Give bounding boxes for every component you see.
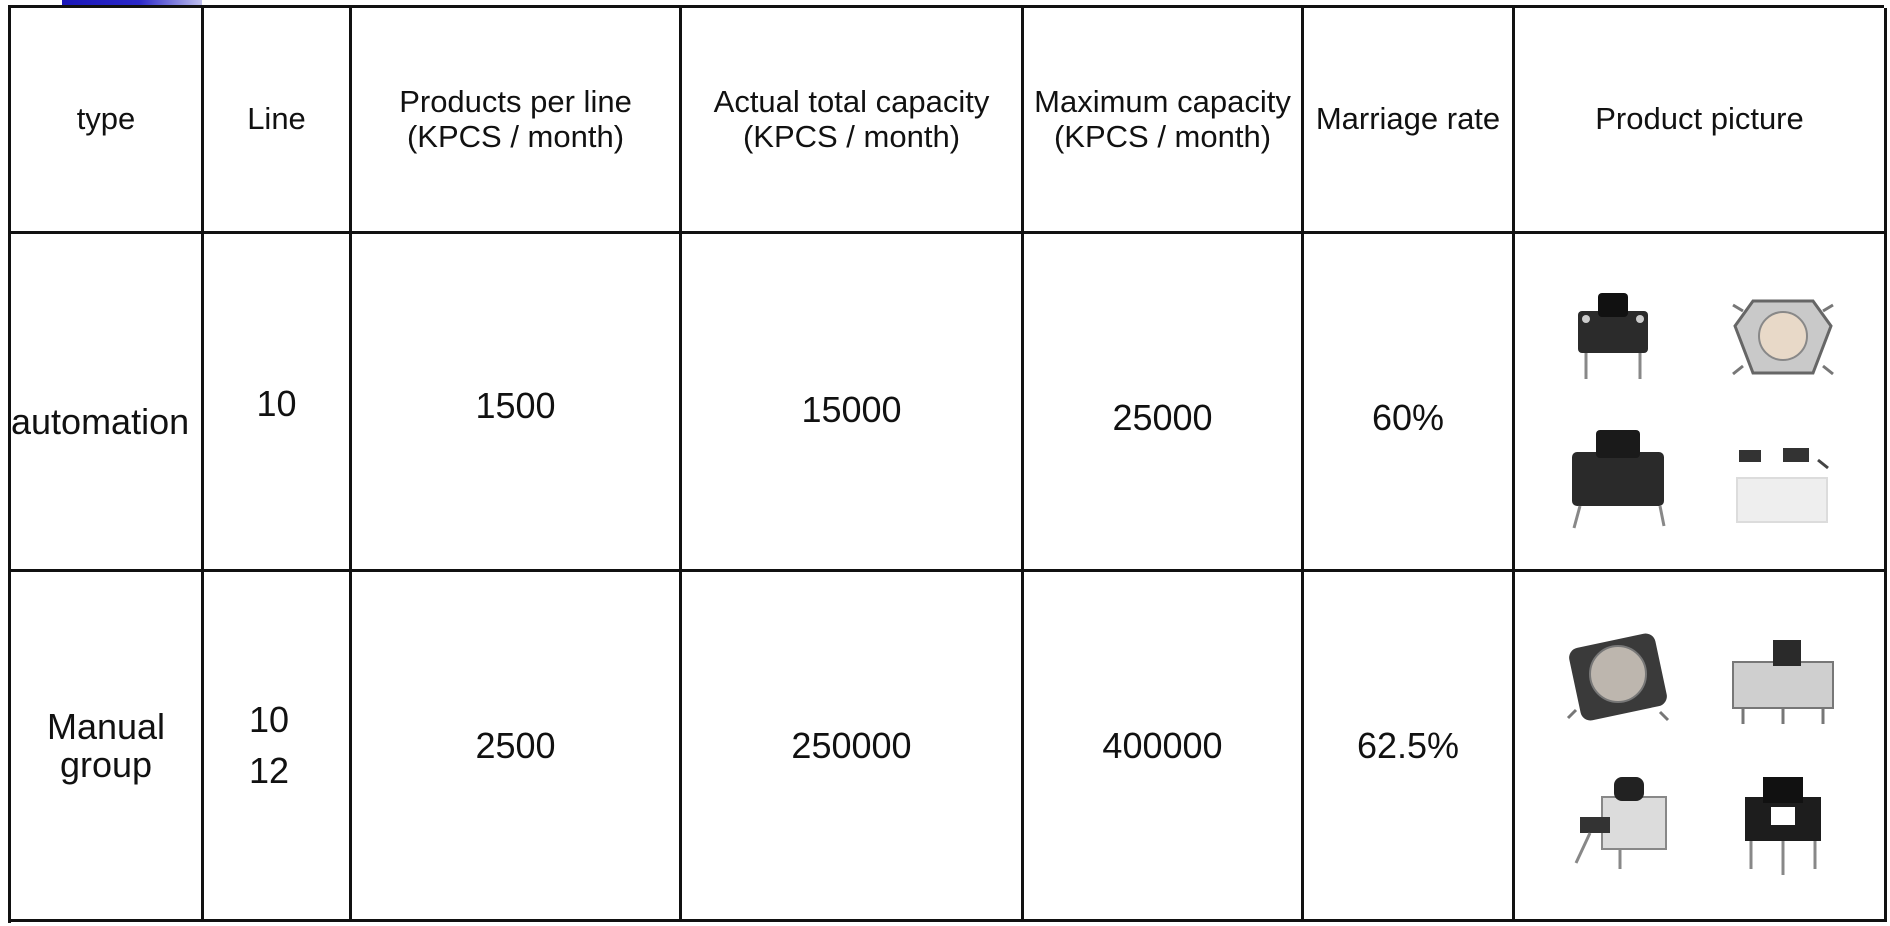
row2-type: Manual group (11, 572, 204, 922)
header-actual-capacity-label: Actual total capacity (KPCS / month) (713, 84, 990, 154)
row2-rate: 62.5% (1304, 572, 1515, 922)
header-product-picture: Product picture (1515, 8, 1887, 234)
row1-actual: 15000 (682, 234, 1024, 572)
header-maximum-capacity: Maximum capacity (KPCS / month) (1024, 8, 1304, 234)
smd-round-switch-image (1712, 270, 1855, 402)
capacity-table: type Line Products per line (KPCS / mont… (8, 5, 1887, 923)
row1-line-value: 10 (256, 383, 297, 424)
row2-maximum: 400000 (1024, 572, 1304, 922)
row1-type: automation (11, 234, 204, 572)
row1-actual-value: 15000 (801, 389, 902, 430)
tactile-switch-tall-image (1549, 410, 1692, 542)
row1-pictures (1515, 234, 1887, 572)
header-product-picture-label: Product picture (1595, 101, 1804, 137)
vertical-switch-image (1712, 754, 1855, 892)
row1-maximum: 25000 (1024, 234, 1304, 572)
row1-picture-grid (1515, 234, 1884, 569)
row2-actual-value: 250000 (791, 724, 912, 766)
header-actual-capacity: Actual total capacity (KPCS / month) (682, 8, 1024, 234)
row1-rate: 60% (1304, 234, 1515, 572)
header-line: Line (204, 8, 352, 234)
tactile-switch-square-image (1549, 270, 1692, 402)
header-type: type (11, 8, 204, 234)
row2-line-value: 10 12 (249, 699, 290, 791)
smd-mini-switch-image (1712, 410, 1855, 542)
row2-per-line-value: 2500 (475, 724, 556, 766)
header-type-label: type (76, 101, 136, 137)
row1-type-value: automation (11, 400, 190, 442)
header-products-per-line-label: Products per line (KPCS / month) (399, 84, 632, 154)
row2-line: 10 12 (204, 572, 352, 922)
row2-per-line: 2500 (352, 572, 682, 922)
header-marriage-rate: Marriage rate (1304, 8, 1515, 234)
row1-maximum-value: 25000 (1112, 397, 1213, 438)
row1-rate-value: 60% (1371, 397, 1445, 438)
row2-picture-grid (1515, 572, 1884, 919)
corner-accent-bar (62, 0, 202, 6)
row1-line: 10 (204, 234, 352, 572)
side-slide-switch-image (1712, 608, 1855, 746)
row2-type-value: Manual group (46, 705, 166, 785)
right-angle-switch-image (1549, 754, 1692, 892)
row1-per-line-value: 1500 (475, 385, 556, 426)
header-line-label: Line (247, 101, 306, 137)
header-maximum-capacity-label: Maximum capacity (KPCS / month) (1034, 84, 1291, 154)
row2-actual: 250000 (682, 572, 1024, 922)
row1-per-line: 1500 (352, 234, 682, 572)
row2-rate-value: 62.5% (1356, 724, 1460, 766)
header-marriage-rate-label: Marriage rate (1315, 101, 1501, 137)
header-products-per-line: Products per line (KPCS / month) (352, 8, 682, 234)
smd-square-switch-image (1549, 608, 1692, 746)
row2-pictures (1515, 572, 1887, 922)
row2-maximum-value: 400000 (1102, 724, 1223, 766)
